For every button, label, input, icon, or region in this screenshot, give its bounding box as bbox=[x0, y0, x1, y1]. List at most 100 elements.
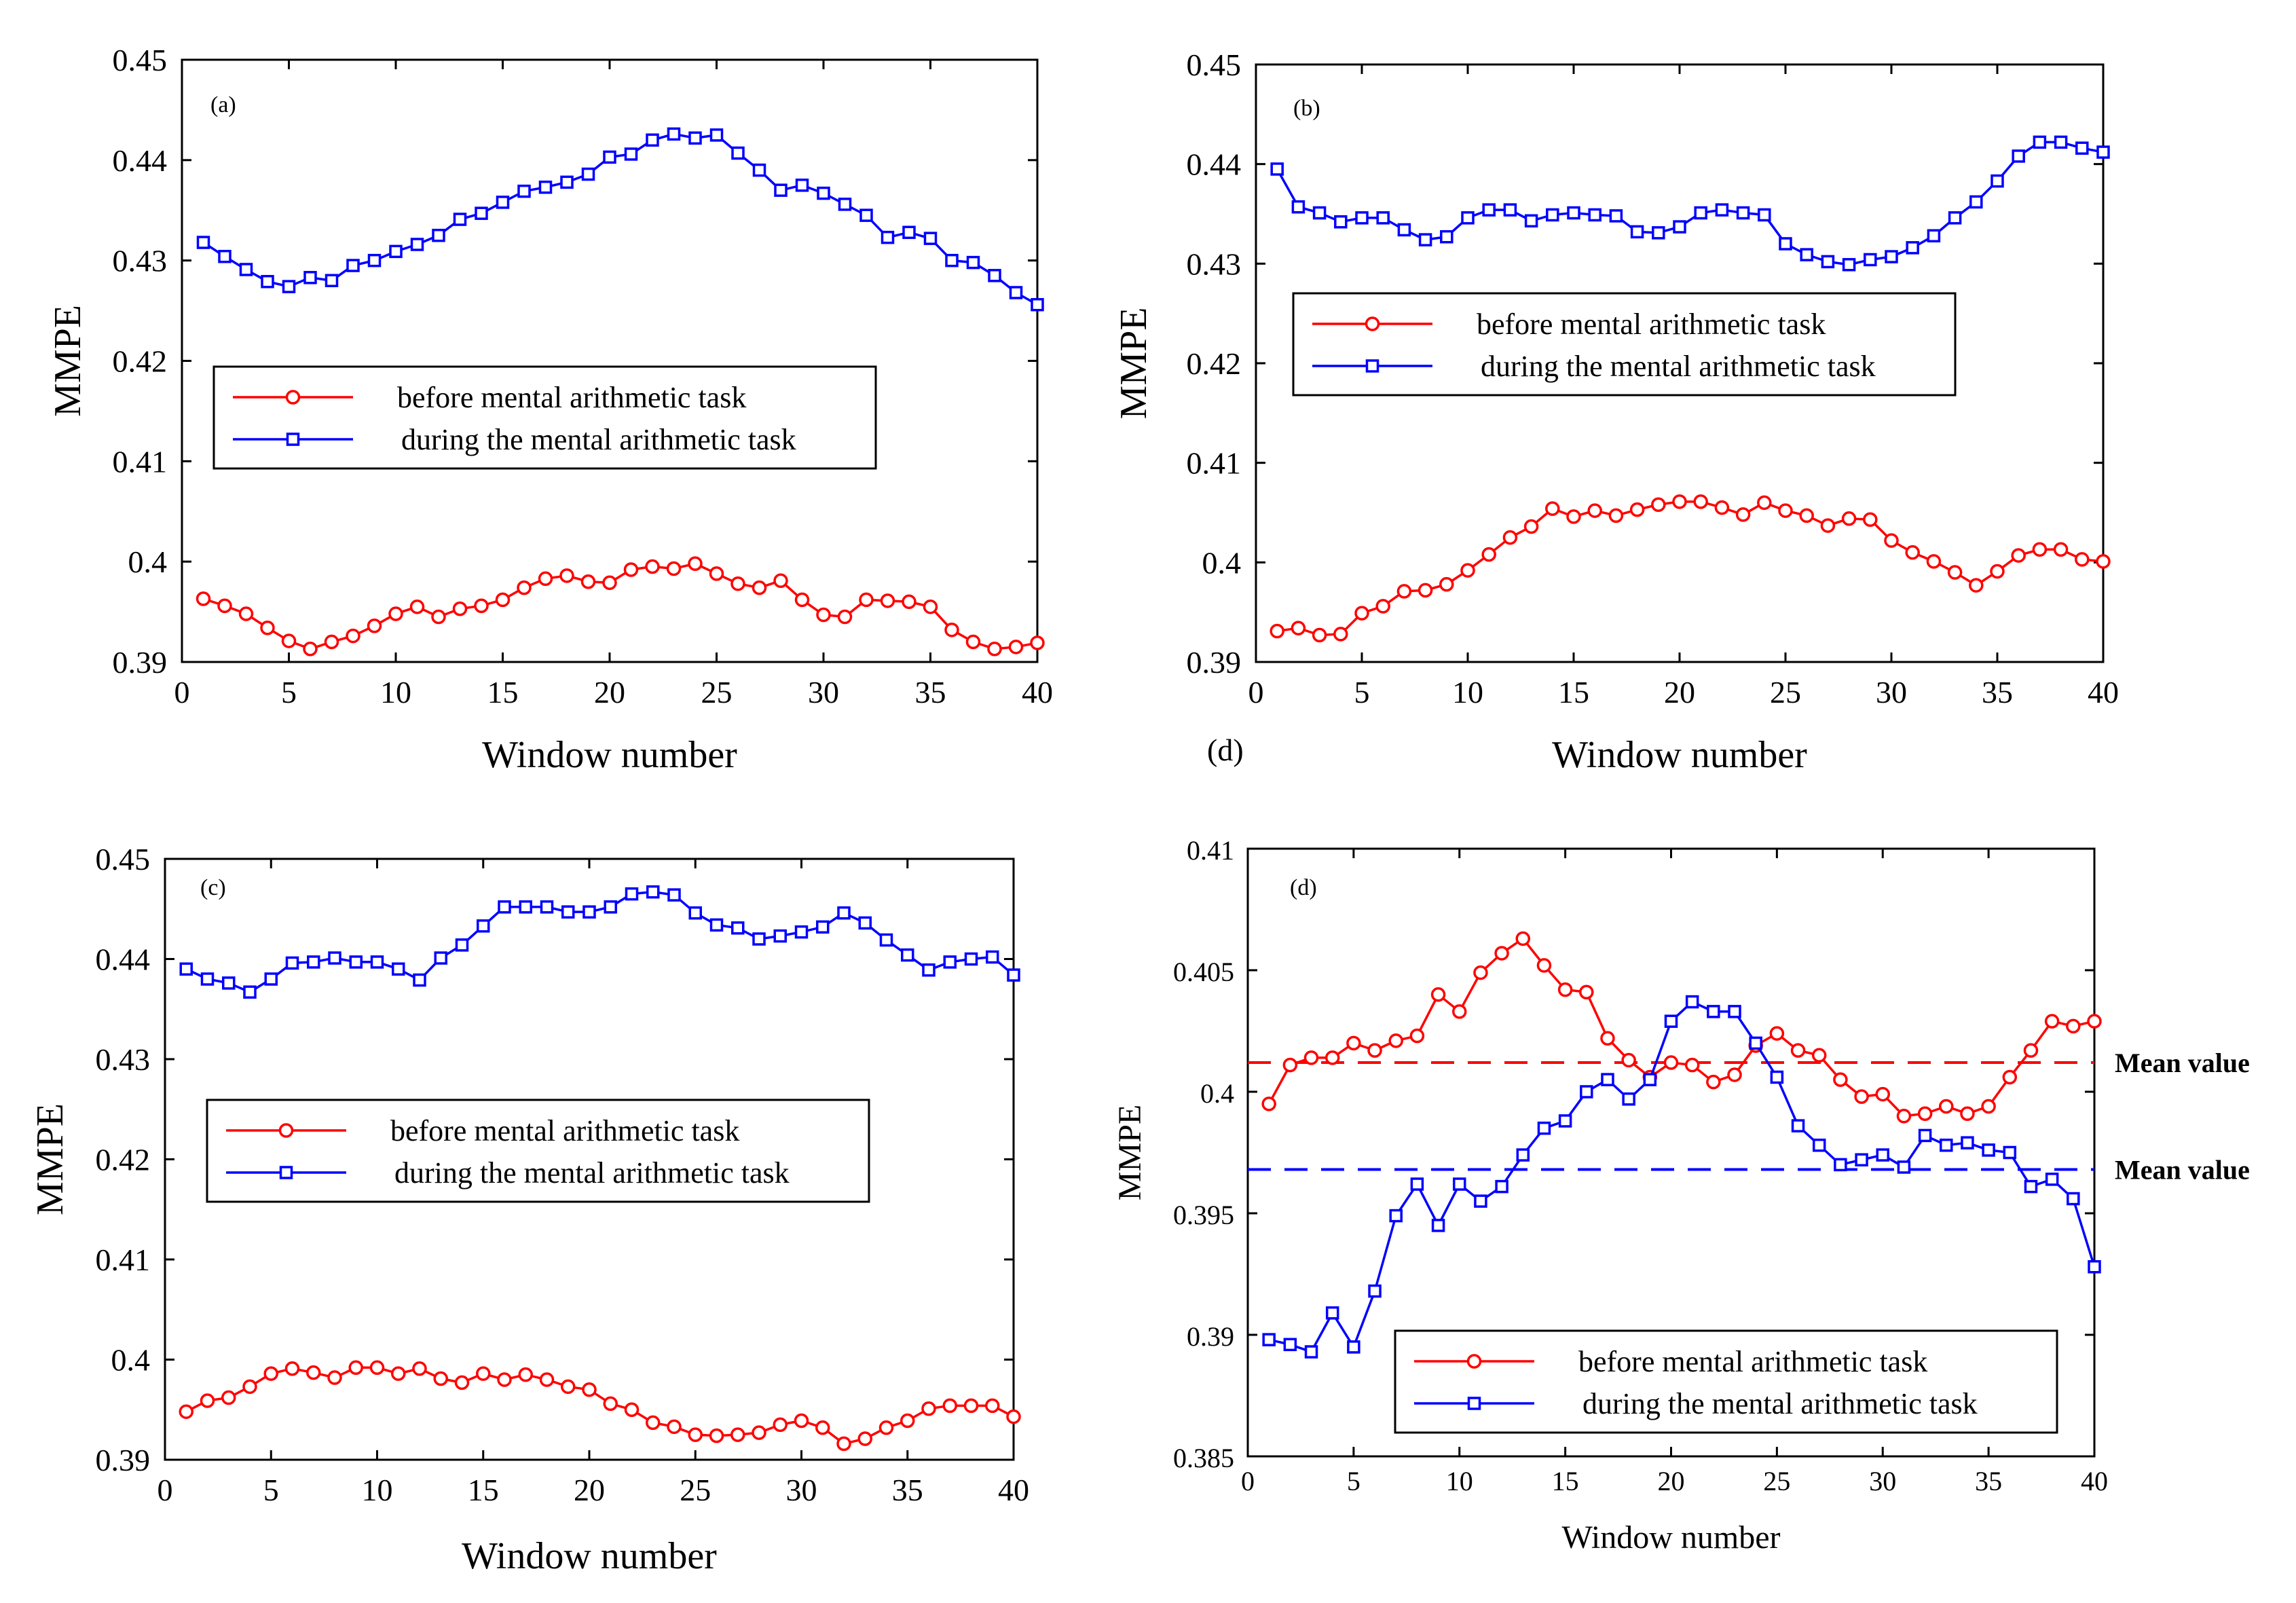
x-tick-label: 15 bbox=[487, 675, 519, 710]
y-tick-label: 0.41 bbox=[113, 444, 168, 479]
y-tick-label: 0.43 bbox=[96, 1042, 151, 1077]
data-point bbox=[1969, 195, 1983, 209]
data-point bbox=[752, 932, 766, 946]
data-point bbox=[1800, 248, 1813, 261]
y-axis-label: MMPE bbox=[1113, 308, 1155, 420]
y-tick-label: 0.45 bbox=[1187, 48, 1242, 82]
x-axis-label: Window number bbox=[1552, 734, 1807, 776]
data-point bbox=[752, 163, 766, 177]
x-tick-label: 15 bbox=[1552, 1466, 1579, 1496]
data-point bbox=[474, 598, 489, 613]
y-axis-label: MMPE bbox=[1112, 1105, 1148, 1200]
data-point bbox=[624, 1402, 640, 1417]
data-point bbox=[2075, 552, 2090, 567]
data-point bbox=[476, 1366, 491, 1381]
y-tick-label: 0.4 bbox=[128, 545, 168, 579]
data-point bbox=[496, 196, 510, 209]
y-tick-label: 0.45 bbox=[113, 43, 168, 77]
data-point bbox=[923, 232, 938, 245]
data-point bbox=[730, 576, 745, 591]
data-point bbox=[369, 1360, 385, 1376]
data-point bbox=[2096, 554, 2111, 569]
data-point bbox=[837, 906, 851, 920]
data-point bbox=[217, 598, 232, 613]
data-point bbox=[1685, 995, 1699, 1009]
data-point bbox=[645, 559, 660, 574]
data-point bbox=[1821, 255, 1835, 269]
data-point bbox=[432, 228, 445, 242]
x-tick-label: 20 bbox=[594, 675, 625, 710]
data-point bbox=[433, 1371, 448, 1386]
data-point bbox=[1663, 1055, 1679, 1070]
data-point bbox=[1736, 206, 1750, 220]
legend-label: during the mental arithmetic task bbox=[1582, 1387, 1978, 1420]
y-tick-label: 0.395 bbox=[1173, 1200, 1234, 1230]
data-point bbox=[646, 133, 659, 147]
data-point bbox=[921, 1401, 936, 1416]
data-point bbox=[1375, 599, 1390, 614]
data-point bbox=[966, 255, 980, 270]
data-point bbox=[688, 556, 703, 571]
data-point bbox=[623, 562, 639, 577]
data-point bbox=[1030, 635, 1045, 650]
data-point bbox=[667, 888, 681, 902]
data-point bbox=[987, 642, 1002, 657]
x-tick-label: 30 bbox=[1869, 1466, 1896, 1496]
data-point bbox=[196, 236, 210, 249]
data-point bbox=[1833, 1072, 1848, 1087]
data-point bbox=[1502, 530, 1518, 545]
data-point bbox=[1948, 211, 1962, 225]
panel-tag: (a) bbox=[210, 92, 236, 117]
y-tick-label: 0.42 bbox=[1187, 346, 1242, 381]
legend: before mental arithmetic task during the … bbox=[1394, 1329, 2058, 1434]
data-point bbox=[263, 1366, 278, 1381]
data-point bbox=[1006, 1409, 1021, 1424]
data-point bbox=[2075, 141, 2089, 155]
data-point bbox=[1875, 1086, 1890, 1102]
data-point bbox=[2053, 542, 2069, 557]
data-point bbox=[1735, 507, 1751, 522]
data-point bbox=[815, 1420, 830, 1435]
data-point bbox=[261, 274, 274, 289]
legend-label: before mental arithmetic task bbox=[1477, 308, 1826, 341]
data-point bbox=[1537, 1121, 1551, 1135]
data-point bbox=[239, 263, 253, 276]
data-point bbox=[1418, 583, 1433, 598]
data-point bbox=[1418, 233, 1432, 246]
y-tick-label: 0.405 bbox=[1173, 957, 1234, 987]
y-tick-label: 0.4 bbox=[1202, 545, 1242, 580]
mean-value-label: Mean value bbox=[2115, 1155, 2250, 1185]
data-point bbox=[1969, 578, 1984, 593]
data-point bbox=[1558, 1114, 1572, 1128]
legend-label: before mental arithmetic task bbox=[1578, 1345, 1927, 1378]
data-point bbox=[1396, 584, 1412, 599]
data-point bbox=[1007, 968, 1020, 982]
data-point bbox=[667, 1419, 682, 1435]
data-point bbox=[1261, 1097, 1276, 1111]
data-point bbox=[794, 592, 810, 608]
panel-tag: (b) bbox=[1293, 96, 1320, 121]
data-point bbox=[1608, 508, 1624, 523]
data-point bbox=[1918, 1128, 1932, 1143]
data-point bbox=[1389, 1209, 1403, 1223]
data-point bbox=[517, 580, 532, 595]
data-point bbox=[1855, 1153, 1868, 1166]
data-point bbox=[1557, 982, 1573, 997]
data-point bbox=[539, 1372, 555, 1387]
data-point bbox=[2067, 1192, 2080, 1206]
data-point bbox=[1770, 1070, 1784, 1084]
x-tick-label: 0 bbox=[158, 1473, 173, 1507]
legend-marker bbox=[1466, 1354, 1482, 1369]
data-point bbox=[327, 1370, 342, 1385]
x-tick-label: 10 bbox=[1452, 675, 1483, 710]
data-point bbox=[2044, 1014, 2060, 1029]
data-point bbox=[1515, 931, 1531, 946]
data-point bbox=[348, 1360, 363, 1376]
data-point bbox=[519, 900, 532, 914]
data-point bbox=[196, 591, 211, 606]
data-point bbox=[582, 1382, 597, 1397]
y-tick-label: 0.385 bbox=[1173, 1443, 1234, 1473]
data-point bbox=[1440, 229, 1453, 244]
data-point bbox=[1587, 503, 1602, 518]
data-point bbox=[1707, 1005, 1720, 1018]
